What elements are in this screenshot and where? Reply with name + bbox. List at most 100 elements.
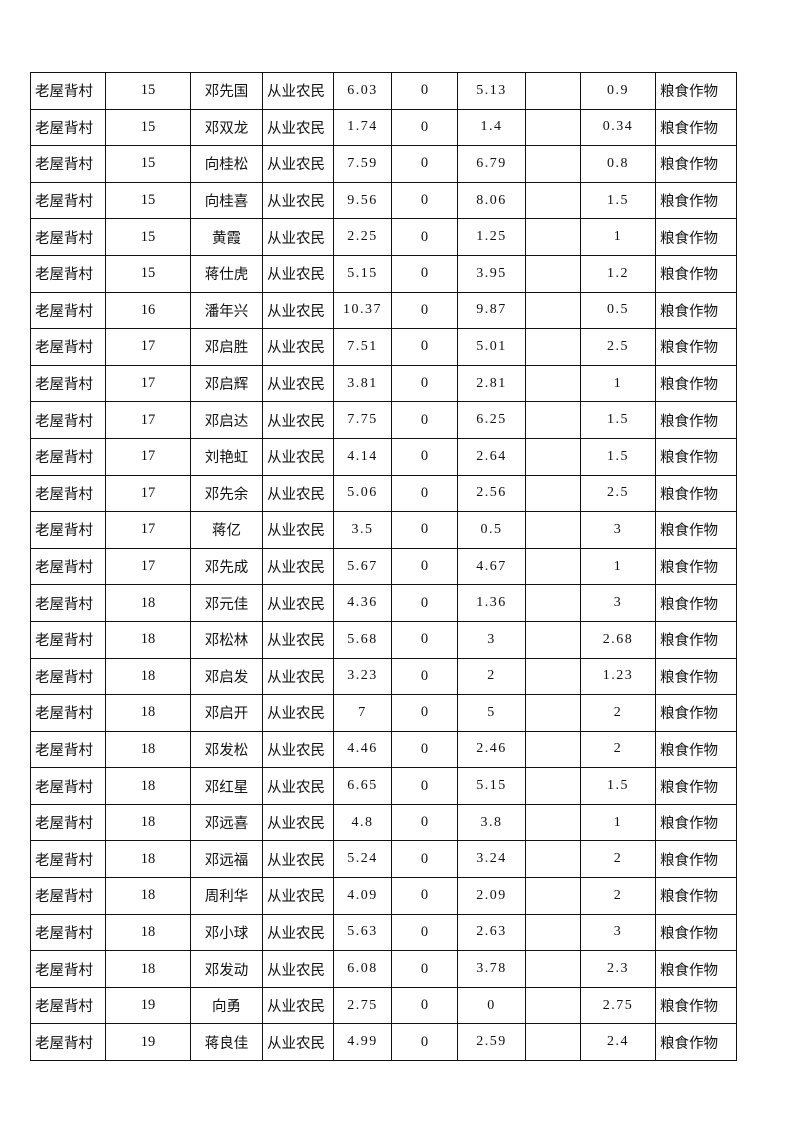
table-row: 老屋背村 18 邓远喜 从业农民 4.8 0 3.8 1 粮食作物 [30, 803, 737, 842]
village-cell: 老屋背村 [30, 181, 106, 220]
person-name-cell: 邓发动 [190, 950, 263, 988]
crop-type-cell: 粮食作物 [655, 584, 737, 622]
group-number-cell: 15 [105, 181, 191, 220]
crop-type-cell: 粮食作物 [655, 108, 737, 147]
column-8-value-cell [525, 254, 581, 293]
occupation-cell: 从业农民 [262, 584, 334, 622]
person-name-cell: 蒋仕虎 [190, 254, 263, 293]
person-name-cell: 邓发松 [190, 730, 263, 769]
table-row: 老屋背村 18 邓启开 从业农民 7 0 5 2 粮食作物 [30, 694, 737, 732]
person-name-cell: 邓启辉 [190, 364, 263, 403]
column-6-value-cell: 0 [391, 913, 458, 952]
column-6-value-cell: 0 [391, 877, 458, 915]
total-value-cell: 6.65 [333, 767, 392, 805]
column-8-value-cell [525, 657, 581, 696]
column-7-value-cell: 2.63 [457, 913, 526, 952]
crop-type-cell: 粮食作物 [655, 72, 737, 110]
village-cell: 老屋背村 [30, 547, 106, 586]
column-7-value-cell: 8.06 [457, 181, 526, 220]
column-9-value-cell: 1 [580, 803, 656, 842]
person-name-cell: 蒋亿 [190, 511, 263, 549]
column-8-value-cell [525, 218, 581, 256]
table-row: 老屋背村 18 邓远福 从业农民 5.24 0 3.24 2 粮食作物 [30, 840, 737, 879]
column-6-value-cell: 0 [391, 511, 458, 549]
table-row: 老屋背村 15 黄霞 从业农民 2.25 0 1.25 1 粮食作物 [30, 218, 737, 256]
occupation-cell: 从业农民 [262, 364, 334, 403]
column-6-value-cell: 0 [391, 730, 458, 769]
person-name-cell: 邓先余 [190, 474, 263, 513]
person-name-cell: 邓松林 [190, 620, 263, 659]
occupation-cell: 从业农民 [262, 108, 334, 147]
column-6-value-cell: 0 [391, 108, 458, 147]
occupation-cell: 从业农民 [262, 694, 334, 732]
person-name-cell: 邓远福 [190, 840, 263, 879]
person-name-cell: 邓启开 [190, 694, 263, 732]
person-name-cell: 邓元佳 [190, 584, 263, 622]
crop-type-cell: 粮食作物 [655, 291, 737, 330]
group-number-cell: 15 [105, 254, 191, 293]
column-9-value-cell: 1 [580, 364, 656, 403]
occupation-cell: 从业农民 [262, 620, 334, 659]
person-name-cell: 蒋良佳 [190, 1023, 263, 1062]
village-cell: 老屋背村 [30, 72, 106, 110]
total-value-cell: 7.51 [333, 328, 392, 366]
total-value-cell: 5.24 [333, 840, 392, 879]
total-value-cell: 5.15 [333, 254, 392, 293]
total-value-cell: 1.74 [333, 108, 392, 147]
table-row: 老屋背村 18 邓红星 从业农民 6.65 0 5.15 1.5 粮食作物 [30, 767, 737, 805]
crop-type-cell: 粮食作物 [655, 950, 737, 988]
crop-type-cell: 粮食作物 [655, 1023, 737, 1062]
table-row: 老屋背村 18 邓发动 从业农民 6.08 0 3.78 2.3 粮食作物 [30, 950, 737, 988]
occupation-cell: 从业农民 [262, 840, 334, 879]
column-9-value-cell: 0.34 [580, 108, 656, 147]
column-6-value-cell: 0 [391, 218, 458, 256]
column-6-value-cell: 0 [391, 328, 458, 366]
group-number-cell: 19 [105, 1023, 191, 1062]
village-cell: 老屋背村 [30, 913, 106, 952]
table-row: 老屋背村 17 蒋亿 从业农民 3.5 0 0.5 3 粮食作物 [30, 511, 737, 549]
column-6-value-cell: 0 [391, 474, 458, 513]
crop-type-cell: 粮食作物 [655, 181, 737, 220]
group-number-cell: 15 [105, 218, 191, 256]
column-8-value-cell [525, 181, 581, 220]
column-8-value-cell [525, 291, 581, 330]
column-7-value-cell: 6.25 [457, 401, 526, 439]
total-value-cell: 2.25 [333, 218, 392, 256]
data-table: 老屋背村 15 邓先国 从业农民 6.03 0 5.13 0.9 粮食作物 老屋背村 15 邓双龙 从业… [30, 72, 737, 1062]
column-6-value-cell: 0 [391, 694, 458, 732]
table-row: 老屋背村 18 邓启发 从业农民 3.23 0 2 1.23 粮食作物 [30, 657, 737, 696]
occupation-cell: 从业农民 [262, 72, 334, 110]
total-value-cell: 4.36 [333, 584, 392, 622]
village-cell: 老屋背村 [30, 950, 106, 988]
column-6-value-cell: 0 [391, 657, 458, 696]
column-8-value-cell [525, 694, 581, 732]
village-cell: 老屋背村 [30, 254, 106, 293]
column-9-value-cell: 2 [580, 694, 656, 732]
total-value-cell: 4.09 [333, 877, 392, 915]
village-cell: 老屋背村 [30, 657, 106, 696]
total-value-cell: 7.59 [333, 145, 392, 183]
crop-type-cell: 粮食作物 [655, 401, 737, 439]
column-9-value-cell: 1 [580, 547, 656, 586]
total-value-cell: 5.63 [333, 913, 392, 952]
total-value-cell: 6.03 [333, 72, 392, 110]
village-cell: 老屋背村 [30, 584, 106, 622]
column-8-value-cell [525, 401, 581, 439]
column-6-value-cell: 0 [391, 181, 458, 220]
column-6-value-cell: 0 [391, 620, 458, 659]
column-8-value-cell [525, 584, 581, 622]
column-7-value-cell: 3.24 [457, 840, 526, 879]
group-number-cell: 17 [105, 328, 191, 366]
crop-type-cell: 粮食作物 [655, 511, 737, 549]
total-value-cell: 9.56 [333, 181, 392, 220]
occupation-cell: 从业农民 [262, 474, 334, 513]
column-9-value-cell: 2.3 [580, 950, 656, 988]
column-8-value-cell [525, 620, 581, 659]
column-9-value-cell: 2.4 [580, 1023, 656, 1062]
occupation-cell: 从业农民 [262, 181, 334, 220]
table-row: 老屋背村 15 向桂喜 从业农民 9.56 0 8.06 1.5 粮食作物 [30, 181, 737, 220]
column-8-value-cell [525, 437, 581, 476]
total-value-cell: 4.99 [333, 1023, 392, 1062]
column-7-value-cell: 2.64 [457, 437, 526, 476]
column-6-value-cell: 0 [391, 1023, 458, 1062]
